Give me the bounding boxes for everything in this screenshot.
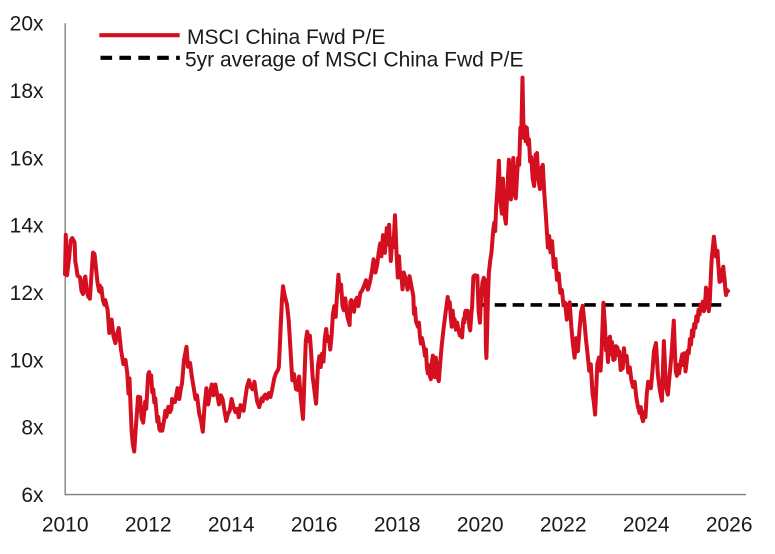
svg-text:12x: 12x (10, 282, 44, 305)
svg-text:2026: 2026 (706, 514, 753, 537)
svg-text:2018: 2018 (374, 514, 421, 537)
svg-text:2010: 2010 (42, 514, 89, 537)
svg-text:10x: 10x (10, 349, 44, 372)
svg-text:MSCI China Fwd P/E: MSCI China Fwd P/E (187, 26, 385, 49)
svg-text:2012: 2012 (125, 514, 172, 537)
svg-text:2016: 2016 (291, 514, 338, 537)
svg-text:8x: 8x (21, 417, 44, 440)
svg-text:20x: 20x (10, 13, 44, 36)
svg-text:6x: 6x (21, 484, 44, 507)
svg-text:14x: 14x (10, 215, 44, 238)
svg-text:2014: 2014 (208, 514, 255, 537)
svg-text:16x: 16x (10, 147, 44, 170)
svg-text:2020: 2020 (457, 514, 504, 537)
svg-text:18x: 18x (10, 80, 44, 103)
svg-text:2024: 2024 (623, 514, 670, 537)
svg-text:5yr average of MSCI China Fwd: 5yr average of MSCI China Fwd P/E (185, 49, 523, 72)
svg-text:2022: 2022 (540, 514, 587, 537)
